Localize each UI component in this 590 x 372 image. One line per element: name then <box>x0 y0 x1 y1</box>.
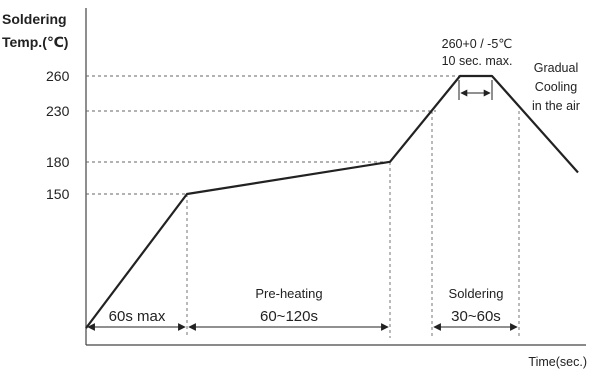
y-axis-label-line1: Soldering <box>2 11 67 27</box>
horizontal-guides <box>86 75 460 195</box>
y-axis-label-line2: Temp.(℃) <box>2 34 68 50</box>
cooling-note-line3: in the air <box>532 99 580 113</box>
y-tick-label-180: 180 <box>46 154 70 170</box>
x-axis-label: Time(sec.) <box>528 355 587 369</box>
y-tick-label-230: 230 <box>46 103 70 119</box>
y-tick-label-150: 150 <box>46 186 70 202</box>
ramp-interval-label: 60s max <box>109 308 166 325</box>
y-tick-label-260: 260 <box>46 68 70 84</box>
cooling-note-line2: Cooling <box>535 80 577 94</box>
profile-line <box>85 74 579 329</box>
peak-duration-label: 10 sec. max. <box>442 54 513 68</box>
vertical-guides <box>186 111 520 338</box>
preheat-range: 60~120s <box>260 308 318 325</box>
solder-title: Soldering <box>449 286 504 301</box>
peak-tolerance-label: 260+0 / -5℃ <box>442 37 513 51</box>
cooling-note-line1: Gradual <box>534 61 578 75</box>
solder-range: 30~60s <box>451 308 501 325</box>
preheat-title: Pre-heating <box>255 286 322 301</box>
